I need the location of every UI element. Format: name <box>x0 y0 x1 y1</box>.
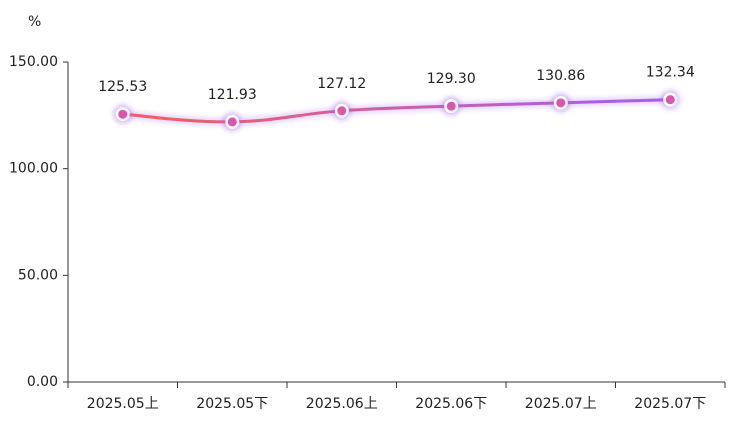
data-label: 121.93 <box>208 87 257 103</box>
y-tick-label: 0.00 <box>27 374 58 390</box>
data-label: 125.53 <box>98 79 147 95</box>
y-axis-label: % <box>28 14 41 30</box>
x-tick-label: 2025.05下 <box>196 396 268 412</box>
x-tick-label: 2025.07下 <box>634 396 706 412</box>
x-tick-label: 2025.06上 <box>306 396 378 412</box>
y-tick-label: 100.00 <box>9 161 58 177</box>
marker-dot <box>665 95 675 105</box>
marker-dot <box>446 101 456 111</box>
marker-dot <box>337 106 347 116</box>
x-tick-label: 2025.06下 <box>415 396 487 412</box>
line <box>122 98 671 124</box>
marker-dot <box>227 117 237 127</box>
data-label: 130.86 <box>536 68 585 84</box>
x-tick-label: 2025.05上 <box>87 396 159 412</box>
marker-dot <box>556 98 566 108</box>
marker-dot <box>118 109 128 119</box>
y-tick-label: 50.00 <box>18 267 58 283</box>
y-tick-label: 150.00 <box>9 54 58 70</box>
data-label: 132.34 <box>646 65 695 81</box>
data-label: 127.12 <box>317 76 366 92</box>
data-label: 129.30 <box>427 71 476 87</box>
x-tick-label: 2025.07上 <box>525 396 597 412</box>
